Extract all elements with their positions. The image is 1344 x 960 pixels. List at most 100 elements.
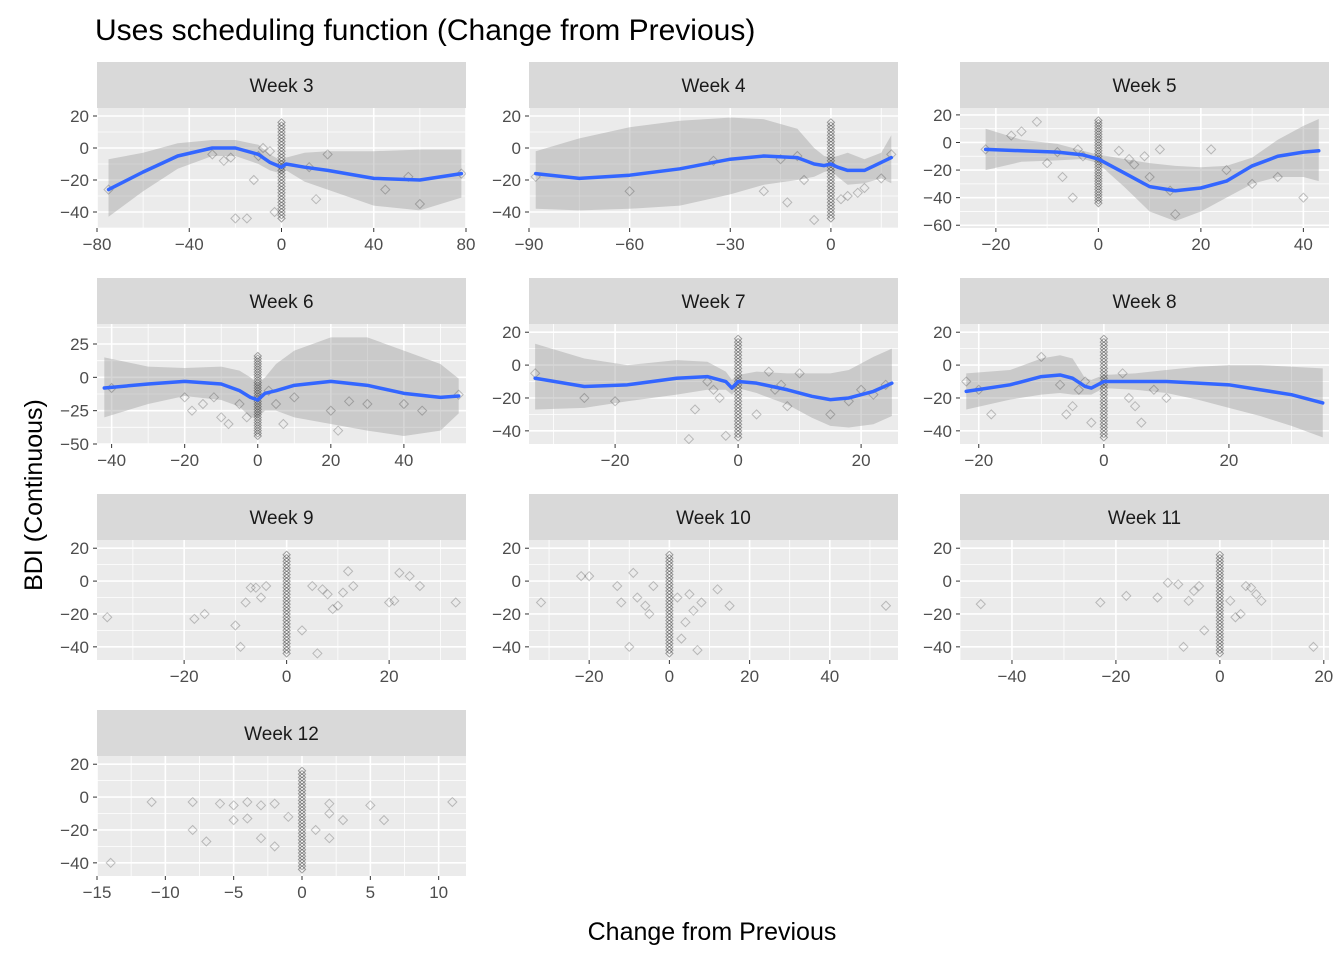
smooth-line-week-6 xyxy=(102,379,461,402)
data-point-zero-change xyxy=(826,166,836,175)
data-point-zero-change xyxy=(665,589,674,599)
data-point-zero-change xyxy=(253,378,263,387)
data-point-zero-change xyxy=(826,143,836,153)
data-point-zero-change xyxy=(253,370,263,379)
data-point-zero-change xyxy=(253,381,263,390)
data-point-zero-change xyxy=(297,769,307,779)
x-tick-label: −40 xyxy=(97,451,126,470)
x-tick-label: −40 xyxy=(998,667,1027,686)
data-point xyxy=(186,405,198,416)
data-point-zero-change xyxy=(282,580,291,589)
data-point-zero-change xyxy=(1094,171,1103,180)
y-tick-label: 0 xyxy=(80,788,89,807)
x-tick-label: −20 xyxy=(170,667,199,686)
data-point-zero-change xyxy=(1099,426,1109,436)
y-tick-label: 25 xyxy=(70,335,89,354)
data-point-zero-change xyxy=(282,593,291,602)
data-point-zero-change xyxy=(665,583,674,592)
data-point-zero-change xyxy=(733,423,743,432)
data-point xyxy=(324,832,335,844)
data-point-zero-change xyxy=(733,403,743,413)
data-point-zero-change xyxy=(297,766,307,776)
data-point xyxy=(322,149,333,160)
data-point-zero-change xyxy=(1094,168,1103,178)
data-point xyxy=(257,142,269,154)
data-point-zero-change xyxy=(733,419,743,429)
data-point-zero-change xyxy=(1094,174,1103,183)
data-point xyxy=(672,592,683,603)
strip-week-5 xyxy=(960,62,1329,108)
data-point xyxy=(986,409,997,420)
data-point-zero-change xyxy=(665,645,674,655)
data-point xyxy=(365,800,376,811)
data-point-zero-change xyxy=(733,413,743,423)
data-point-zero-change xyxy=(826,182,836,191)
data-point xyxy=(535,597,547,608)
data-point-zero-change xyxy=(277,169,286,178)
data-point-zero-change xyxy=(1215,586,1225,596)
data-point xyxy=(1161,392,1172,404)
data-point xyxy=(105,857,116,869)
data-point xyxy=(307,580,318,592)
data-point xyxy=(696,597,707,608)
strip-label-week-7: Week 7 xyxy=(681,292,745,313)
data-point-zero-change xyxy=(1215,632,1225,642)
data-point-zero-change xyxy=(1099,403,1109,413)
data-point xyxy=(782,197,793,208)
data-point-zero-change xyxy=(1099,370,1109,380)
data-point xyxy=(1308,641,1319,653)
data-point-zero-change xyxy=(297,858,307,868)
data-point xyxy=(648,580,659,592)
data-point xyxy=(680,616,691,628)
y-tick-label: −20 xyxy=(492,171,521,190)
y-tick-label: −60 xyxy=(923,216,952,235)
strip-label-week-3: Week 3 xyxy=(249,76,313,97)
smooth-line-week-3 xyxy=(106,146,464,192)
data-point-zero-change xyxy=(297,815,307,825)
x-tick-label: −30 xyxy=(716,235,745,254)
y-tick-label: −40 xyxy=(923,422,952,441)
x-tick-label: 40 xyxy=(1294,235,1313,254)
data-point xyxy=(1031,116,1043,128)
data-point-zero-change xyxy=(282,609,291,619)
data-point-zero-change xyxy=(277,130,286,140)
data-point-zero-change xyxy=(253,367,263,377)
y-tick-label: 0 xyxy=(512,356,521,375)
data-point-zero-change xyxy=(1215,619,1225,629)
data-point-zero-change xyxy=(253,351,263,361)
data-point-zero-change xyxy=(733,387,743,396)
strip-week-8 xyxy=(960,278,1329,324)
data-point-zero-change xyxy=(297,776,307,785)
panel-bg-week-11 xyxy=(960,540,1329,660)
data-point xyxy=(398,398,410,410)
data-point-zero-change xyxy=(665,616,674,625)
data-point-zero-change xyxy=(277,118,286,127)
data-point xyxy=(230,620,241,631)
data-point xyxy=(579,392,590,404)
plot-area-week-8 xyxy=(960,324,1329,444)
data-point-zero-change xyxy=(826,207,836,217)
data-point-zero-change xyxy=(1215,603,1225,612)
data-point-zero-change xyxy=(665,573,674,583)
y-tick-label: 20 xyxy=(933,539,952,558)
data-point-zero-change xyxy=(1215,609,1225,619)
y-tick-label: 20 xyxy=(70,755,89,774)
data-point-zero-change xyxy=(282,576,291,586)
data-point-zero-change xyxy=(1099,341,1109,350)
data-point xyxy=(337,814,349,826)
data-point-zero-change xyxy=(1215,563,1225,573)
data-point-zero-change xyxy=(297,855,307,864)
data-point-zero-change xyxy=(277,150,286,159)
data-point-zero-change xyxy=(282,570,291,579)
data-point xyxy=(1183,595,1194,607)
data-point-zero-change xyxy=(282,550,291,560)
data-point-zero-change xyxy=(253,386,263,395)
plot-area-week-6 xyxy=(97,324,466,444)
data-point-zero-change xyxy=(1094,116,1103,125)
data-point-zero-change xyxy=(1099,390,1109,399)
data-point-zero-change xyxy=(1099,367,1109,376)
data-point-zero-change xyxy=(733,350,743,360)
strip-week-9 xyxy=(97,494,466,540)
plot-area-week-9 xyxy=(97,540,466,660)
